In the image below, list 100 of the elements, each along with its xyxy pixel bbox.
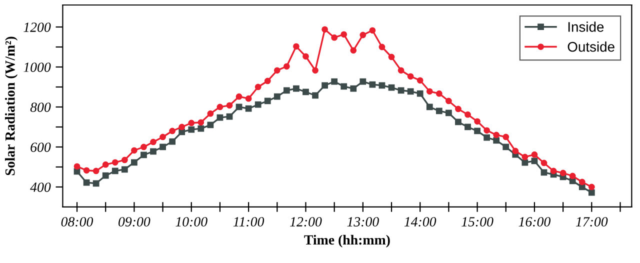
point — [92, 168, 100, 174]
point — [254, 101, 262, 108]
y-tick-label: 800 — [30, 102, 51, 112]
point — [216, 104, 224, 110]
point — [484, 134, 490, 141]
point — [512, 148, 519, 154]
point — [312, 67, 318, 74]
point — [283, 87, 290, 94]
point — [112, 159, 118, 166]
point — [502, 134, 510, 140]
y-tick-label: 600 — [30, 142, 51, 152]
x-tick-label: 09:00 — [118, 217, 150, 227]
point — [531, 158, 538, 164]
point — [340, 31, 348, 38]
point — [226, 102, 233, 109]
point — [388, 54, 395, 60]
point — [426, 104, 433, 110]
point — [569, 172, 576, 180]
point — [83, 179, 90, 186]
point — [369, 81, 376, 88]
point — [540, 160, 548, 166]
point — [188, 126, 195, 133]
x-axis-title: Time (hh:mm) — [304, 234, 390, 248]
point — [493, 132, 500, 138]
point — [121, 156, 128, 164]
y-tick-label: 1000 — [24, 62, 51, 72]
point — [160, 144, 166, 150]
x-tick-label: 12:00 — [290, 217, 322, 227]
y-tick-label: 1200 — [24, 22, 51, 32]
point — [207, 122, 214, 128]
point — [112, 168, 118, 174]
point — [198, 125, 204, 132]
x-tick-label: 15:00 — [462, 217, 494, 227]
point — [588, 189, 595, 196]
point — [331, 78, 338, 85]
point — [522, 159, 528, 166]
point — [274, 93, 280, 100]
point — [474, 118, 480, 125]
point — [484, 127, 490, 134]
point — [550, 168, 557, 174]
x-tick-label: 10:00 — [176, 217, 208, 227]
point — [150, 148, 156, 155]
point — [322, 26, 328, 33]
point — [464, 124, 471, 130]
point — [216, 114, 224, 121]
point — [140, 152, 147, 158]
point — [378, 82, 386, 89]
point — [102, 172, 109, 179]
point — [578, 178, 586, 186]
point — [446, 98, 452, 104]
x-tick-label: 14:00 — [404, 217, 436, 227]
x-tick-label: 11:00 — [233, 217, 264, 227]
point — [178, 124, 186, 130]
point — [407, 88, 414, 95]
point — [340, 83, 348, 90]
x-tick-label: 17:00 — [576, 217, 608, 227]
point — [416, 90, 424, 97]
point — [169, 138, 176, 145]
point — [264, 78, 271, 84]
x-tick-label: 13:00 — [347, 217, 379, 227]
point — [92, 180, 100, 187]
point — [398, 87, 404, 94]
x-tick-label: 08:00 — [61, 217, 94, 227]
point — [350, 85, 357, 92]
point — [302, 88, 309, 96]
point — [540, 169, 548, 176]
point — [131, 159, 138, 166]
point — [522, 154, 528, 160]
point — [464, 111, 471, 118]
point — [426, 88, 433, 95]
point — [455, 106, 462, 112]
legend-label: Inside — [568, 22, 604, 32]
point — [283, 63, 290, 70]
point — [302, 53, 309, 60]
point — [74, 163, 80, 170]
point — [474, 128, 480, 134]
y-axis-title: Solar Radiation (W/m²) — [4, 36, 18, 176]
x-tick-label: 16:00 — [518, 217, 550, 227]
point — [388, 84, 395, 91]
point — [245, 95, 252, 102]
point — [102, 161, 109, 168]
point — [264, 98, 271, 104]
point — [312, 92, 318, 99]
point — [245, 105, 252, 112]
point — [407, 73, 414, 80]
point — [274, 67, 280, 74]
point — [254, 84, 262, 90]
point — [236, 93, 242, 100]
point — [416, 77, 424, 84]
point — [588, 184, 595, 190]
point — [378, 44, 386, 50]
point — [188, 120, 195, 126]
point — [207, 110, 214, 117]
point — [331, 34, 338, 41]
point — [455, 118, 462, 126]
point — [150, 138, 156, 146]
point — [160, 134, 166, 140]
point — [436, 108, 442, 114]
point — [131, 147, 138, 154]
point — [293, 85, 300, 92]
